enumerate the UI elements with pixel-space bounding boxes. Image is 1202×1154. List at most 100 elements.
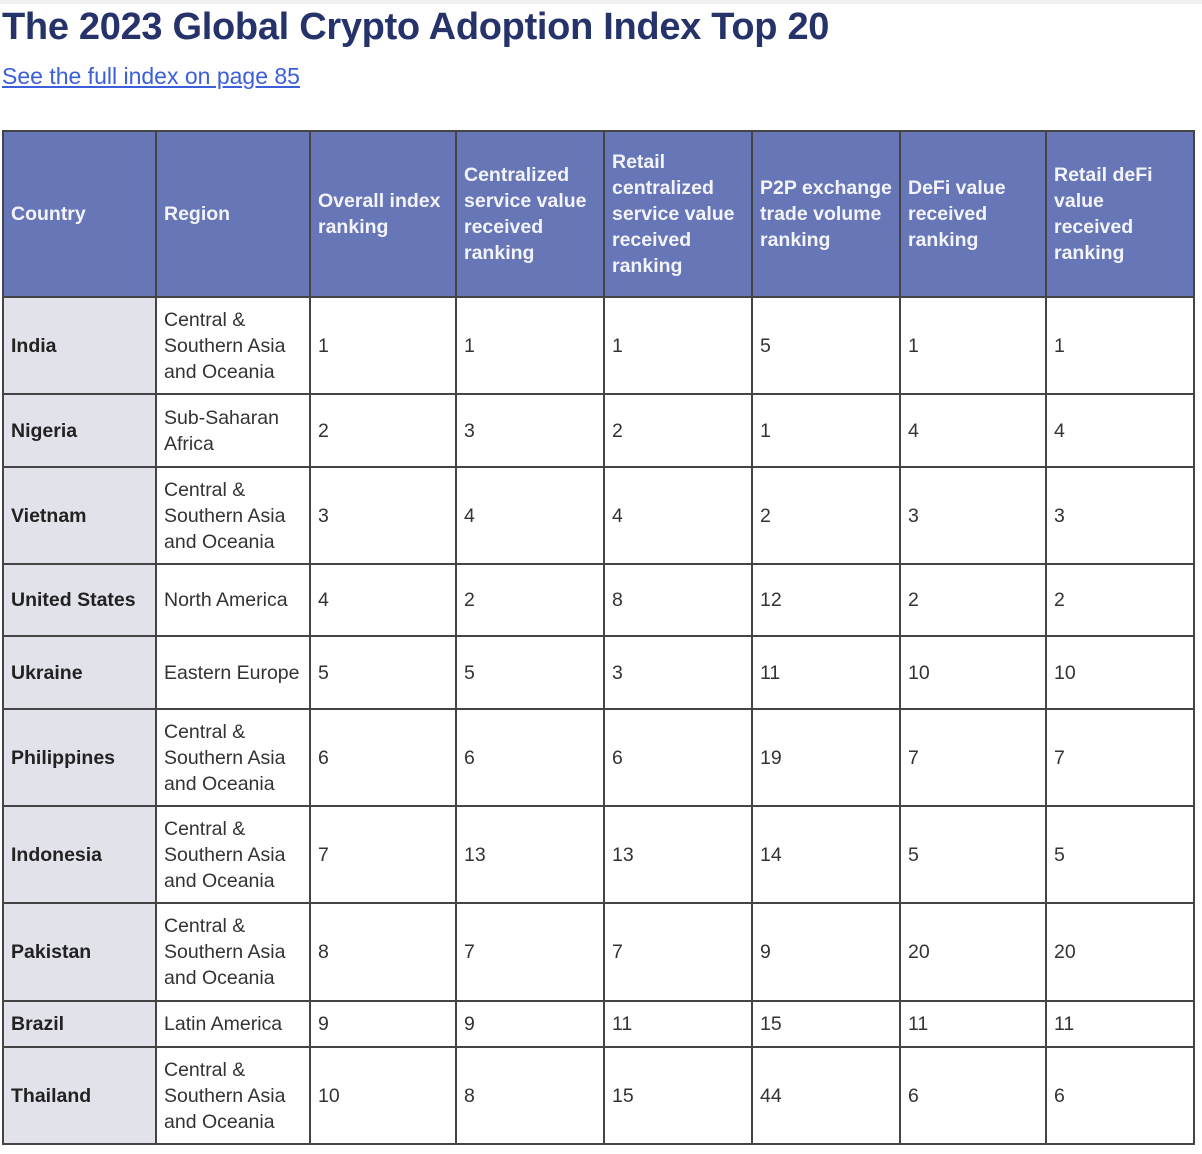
cell-country: Philippines xyxy=(2,708,157,807)
cell-country: Ukraine xyxy=(2,635,157,710)
cell-retail-defi-rank: 6 xyxy=(1045,1046,1195,1145)
cell-centralized-rank: 1 xyxy=(455,296,605,395)
adoption-index-table: Country Region Overall index ranking Cen… xyxy=(2,130,1195,1145)
cell-p2p-rank: 2 xyxy=(751,466,901,565)
cell-p2p-rank: 1 xyxy=(751,393,901,468)
cell-region: Central & Southern Asia and Oceania xyxy=(155,902,311,1002)
cell-overall-rank: 3 xyxy=(309,466,457,565)
cell-region: Central & Southern Asia and Oceania xyxy=(155,1046,311,1145)
cell-region: Central & Southern Asia and Oceania xyxy=(155,466,311,565)
table-row: Brazil Latin America 9 9 11 15 11 11 xyxy=(2,1000,1195,1048)
header-region: Region xyxy=(155,130,311,298)
page-title: The 2023 Global Crypto Adoption Index To… xyxy=(2,6,830,48)
cell-retail-defi-rank: 20 xyxy=(1045,902,1195,1002)
table-row: Vietnam Central & Southern Asia and Ocean… xyxy=(2,466,1195,565)
cell-country: Nigeria xyxy=(2,393,157,468)
cell-retail-defi-rank: 2 xyxy=(1045,563,1195,637)
cell-centralized-rank: 4 xyxy=(455,466,605,565)
cell-centralized-rank: 5 xyxy=(455,635,605,710)
cell-defi-rank: 10 xyxy=(899,635,1047,710)
cell-defi-rank: 20 xyxy=(899,902,1047,1002)
cell-retail-defi-rank: 3 xyxy=(1045,466,1195,565)
cell-region: Latin America xyxy=(155,1000,311,1048)
cell-retail-defi-rank: 10 xyxy=(1045,635,1195,710)
cell-retail-centralized-rank: 2 xyxy=(603,393,753,468)
cell-country: Vietnam xyxy=(2,466,157,565)
cell-retail-centralized-rank: 1 xyxy=(603,296,753,395)
cell-p2p-rank: 15 xyxy=(751,1000,901,1048)
cell-country: United States xyxy=(2,563,157,637)
header-retail-defi: Retail deFi value received ranking xyxy=(1045,130,1195,298)
cell-centralized-rank: 9 xyxy=(455,1000,605,1048)
table-row: Ukraine Eastern Europe 5 5 3 11 10 10 xyxy=(2,635,1195,710)
cell-p2p-rank: 5 xyxy=(751,296,901,395)
cell-country: Pakistan xyxy=(2,902,157,1002)
full-index-link[interactable]: See the full index on page 85 xyxy=(2,63,300,89)
cell-p2p-rank: 14 xyxy=(751,805,901,904)
cell-overall-rank: 8 xyxy=(309,902,457,1002)
cell-country: India xyxy=(2,296,157,395)
cell-p2p-rank: 44 xyxy=(751,1046,901,1145)
cell-region: Central & Southern Asia and Oceania xyxy=(155,708,311,807)
cell-retail-centralized-rank: 4 xyxy=(603,466,753,565)
table-row: Pakistan Central & Southern Asia and Ocea… xyxy=(2,902,1195,1002)
header-country: Country xyxy=(2,130,157,298)
cell-region: Sub-Saharan Africa xyxy=(155,393,311,468)
header-defi: DeFi value received ranking xyxy=(899,130,1047,298)
table-row: Indonesia Central & Southern Asia and Oce… xyxy=(2,805,1195,904)
table-row: Thailand Central & Southern Asia and Ocea… xyxy=(2,1046,1195,1145)
cell-retail-centralized-rank: 15 xyxy=(603,1046,753,1145)
cell-defi-rank: 5 xyxy=(899,805,1047,904)
cell-p2p-rank: 12 xyxy=(751,563,901,637)
cell-centralized-rank: 7 xyxy=(455,902,605,1002)
cell-retail-centralized-rank: 11 xyxy=(603,1000,753,1048)
cell-centralized-rank: 3 xyxy=(455,393,605,468)
cell-defi-rank: 6 xyxy=(899,1046,1047,1145)
table-row: India Central & Southern Asia and Oceania… xyxy=(2,296,1195,395)
cell-overall-rank: 9 xyxy=(309,1000,457,1048)
cell-p2p-rank: 11 xyxy=(751,635,901,710)
cell-country: Thailand xyxy=(2,1046,157,1145)
cell-defi-rank: 1 xyxy=(899,296,1047,395)
table-row: Nigeria Sub-Saharan Africa 2 3 2 1 4 4 xyxy=(2,393,1195,468)
cell-retail-defi-rank: 7 xyxy=(1045,708,1195,807)
table-row: Philippines Central & Southern Asia and O… xyxy=(2,708,1195,807)
header-overall: Overall index ranking xyxy=(309,130,457,298)
cell-defi-rank: 3 xyxy=(899,466,1047,565)
header-centralized: Centralized service value received ranki… xyxy=(455,130,605,298)
cell-defi-rank: 7 xyxy=(899,708,1047,807)
cell-centralized-rank: 2 xyxy=(455,563,605,637)
cell-defi-rank: 2 xyxy=(899,563,1047,637)
cell-defi-rank: 4 xyxy=(899,393,1047,468)
cell-retail-defi-rank: 4 xyxy=(1045,393,1195,468)
cell-centralized-rank: 13 xyxy=(455,805,605,904)
cell-p2p-rank: 9 xyxy=(751,902,901,1002)
cell-overall-rank: 6 xyxy=(309,708,457,807)
cell-centralized-rank: 6 xyxy=(455,708,605,807)
cell-region: Eastern Europe xyxy=(155,635,311,710)
cell-retail-centralized-rank: 8 xyxy=(603,563,753,637)
cell-country: Indonesia xyxy=(2,805,157,904)
cell-retail-defi-rank: 5 xyxy=(1045,805,1195,904)
header-retail-centralized: Retail centralized service value receive… xyxy=(603,130,753,298)
cell-region: Central & Southern Asia and Oceania xyxy=(155,296,311,395)
cell-retail-centralized-rank: 3 xyxy=(603,635,753,710)
cell-retail-centralized-rank: 13 xyxy=(603,805,753,904)
cell-overall-rank: 2 xyxy=(309,393,457,468)
cell-overall-rank: 4 xyxy=(309,563,457,637)
cell-defi-rank: 11 xyxy=(899,1000,1047,1048)
cell-region: North America xyxy=(155,563,311,637)
cell-retail-centralized-rank: 6 xyxy=(603,708,753,807)
top-edge xyxy=(0,0,1202,4)
cell-retail-centralized-rank: 7 xyxy=(603,902,753,1002)
cell-overall-rank: 1 xyxy=(309,296,457,395)
table-row: United States North America 4 2 8 12 2 2 xyxy=(2,563,1195,637)
cell-overall-rank: 5 xyxy=(309,635,457,710)
cell-overall-rank: 10 xyxy=(309,1046,457,1145)
header-p2p: P2P exchange trade volume ranking xyxy=(751,130,901,298)
cell-region: Central & Southern Asia and Oceania xyxy=(155,805,311,904)
cell-overall-rank: 7 xyxy=(309,805,457,904)
cell-retail-defi-rank: 1 xyxy=(1045,296,1195,395)
cell-retail-defi-rank: 11 xyxy=(1045,1000,1195,1048)
cell-p2p-rank: 19 xyxy=(751,708,901,807)
